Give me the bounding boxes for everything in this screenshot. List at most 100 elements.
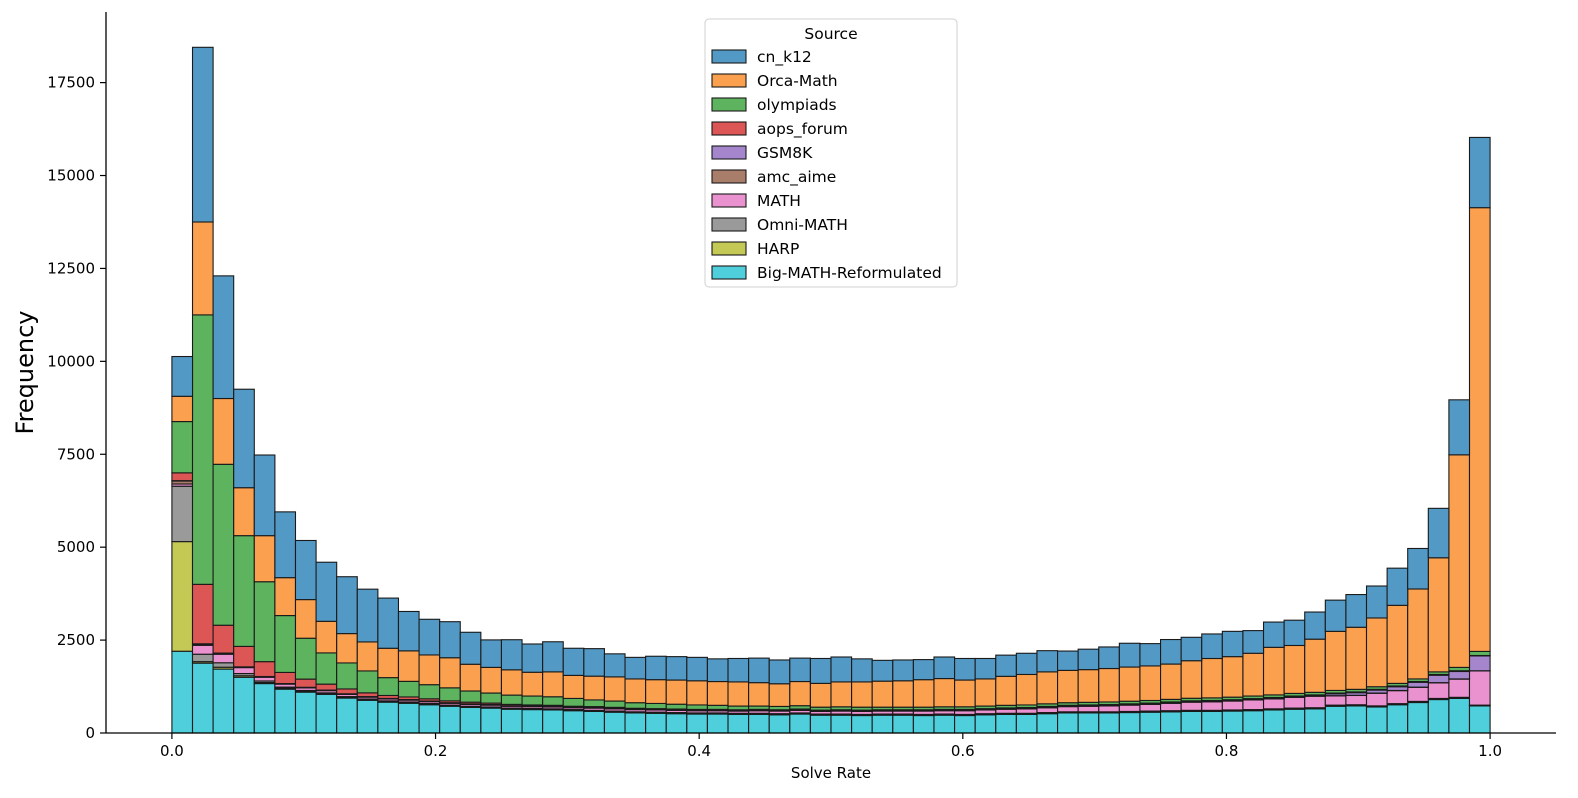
bar [1324,630,1347,691]
bar [706,680,729,706]
bar [706,713,729,734]
bar [336,633,358,664]
x-tick-label: 0.6 [951,742,975,760]
bar [500,669,523,696]
bar [1407,547,1429,590]
bar [459,631,482,665]
bar [624,712,647,734]
bar [562,647,585,676]
bar [171,395,194,423]
bar [1180,636,1203,662]
bar [356,588,379,643]
bar [1365,692,1388,707]
x-tick-label: 0.4 [687,742,711,760]
legend-swatch [711,169,747,184]
bar [274,511,297,579]
bar [706,704,729,710]
bar [1201,710,1223,734]
bar [1139,711,1162,734]
bar [1077,648,1100,671]
bar [1283,644,1306,694]
bar [851,714,873,734]
bar [748,713,770,734]
bar [1057,712,1079,734]
bar [851,681,873,708]
bar [1468,670,1491,706]
bar [686,680,708,706]
bar [542,709,564,734]
legend-entry-label: Omni-MATH [757,216,848,234]
bar [500,694,523,705]
bar [1242,630,1265,654]
legend-swatch [711,121,747,136]
bar [1262,709,1285,734]
bar [542,696,564,706]
bar [1283,696,1306,709]
bar [294,691,317,734]
bar [480,692,503,704]
bar [974,657,997,680]
legend-entry-label: HARP [757,240,799,258]
bar [315,693,338,734]
legend-swatch [711,193,747,208]
bar [1242,710,1265,734]
bar [768,714,791,734]
bar [212,662,235,668]
bar [871,659,894,682]
y-tick-label: 10000 [47,352,95,370]
bar [1324,705,1347,734]
bar [521,643,544,673]
bar [397,680,420,698]
bar [1468,655,1491,672]
bar [233,667,255,675]
bar [1468,136,1491,209]
axes-layer: 0.0 0.2 0.4 0.6 0.8 1.0 0 2500 5000 7500 10000 1250… [11,12,1556,782]
bar [336,697,358,734]
bar [1221,656,1244,698]
bar [233,535,255,647]
y-tick-label: 12500 [47,259,95,277]
legend-swatch [711,217,747,232]
series-olympiads [171,314,1491,711]
bar [768,659,791,685]
bar [253,535,276,583]
bar [727,713,750,734]
bar [1242,699,1265,711]
bar [1386,704,1409,734]
legend-swatch [711,49,747,64]
bar [1139,703,1162,712]
bar [191,583,214,645]
legend-entry-label: Orca-Math [757,72,838,90]
bar [1057,706,1079,713]
bar [686,713,708,734]
y-tick-label: 7500 [57,445,95,463]
bar [459,663,482,692]
bar [521,671,544,697]
bar [1077,705,1100,713]
bar [439,621,461,659]
bar [830,681,853,708]
bar [356,641,379,672]
bar [1242,652,1265,697]
bar [171,541,194,652]
bar [1139,643,1162,667]
legend-swatch [711,265,747,280]
bar [1345,626,1368,690]
x-axis-label: Solve Rate [791,764,871,782]
y-tick-label: 17500 [47,74,95,92]
bar [665,713,688,734]
y-tick-label: 0 [85,724,95,742]
bar [336,576,358,635]
bar [1139,665,1162,702]
bar [892,680,914,708]
bar [1283,619,1306,647]
series-orca-math [171,207,1491,708]
bar [377,647,400,679]
bar [1262,698,1285,710]
y-tick-label: 15000 [47,167,95,185]
bar [1448,670,1471,680]
bar [253,683,276,734]
bar [253,581,276,663]
bar [665,679,688,705]
bar [1160,702,1182,712]
